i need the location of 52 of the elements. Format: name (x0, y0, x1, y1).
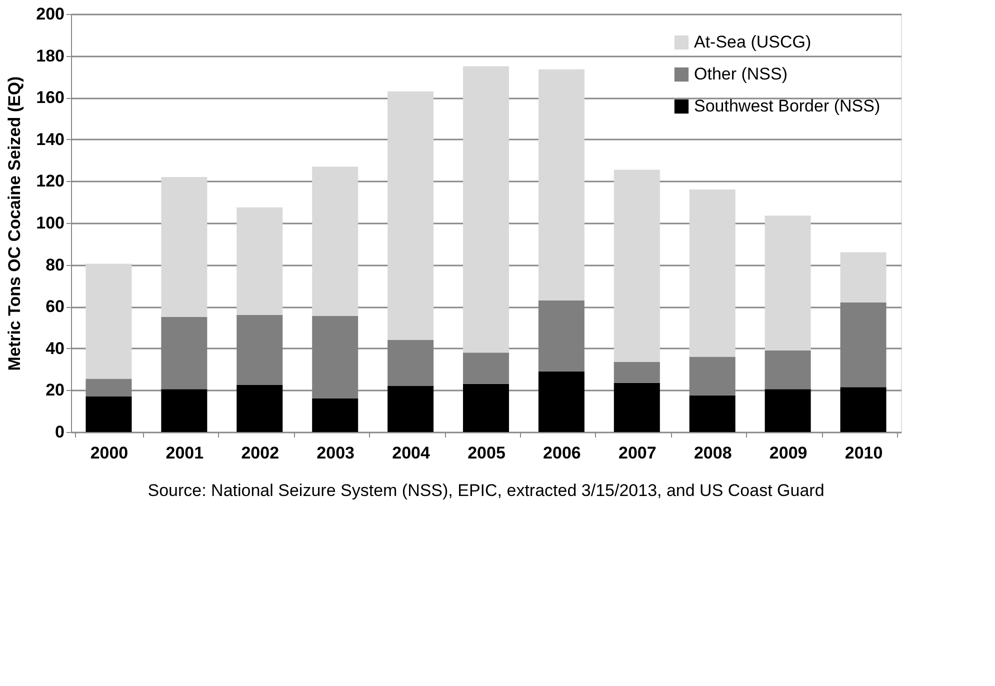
y-tick-label: 120 (36, 172, 64, 191)
x-tick-label: 2005 (468, 444, 506, 462)
bar (614, 382, 660, 432)
source-note: Source: National Seizure System (NSS), EPIC, extracted 3/15/2013, and US Coast Guard (148, 481, 824, 500)
y-tick-label: 40 (46, 338, 64, 358)
x-tick-label: 2003 (316, 444, 355, 462)
y-tick-label: 100 (36, 214, 64, 232)
x-tick-label: 2006 (543, 444, 581, 462)
bar (161, 389, 208, 432)
legend-label: Southwest Border (NSS) (694, 96, 880, 116)
bar (689, 395, 736, 432)
bar (764, 350, 811, 390)
x-tick-label: 2001 (166, 444, 204, 462)
x-tick-label: 2004 (392, 444, 430, 462)
bar (764, 216, 811, 350)
bar (840, 252, 886, 302)
y-tick-label: 200 (36, 4, 64, 24)
bar (463, 352, 509, 384)
bar (86, 396, 132, 432)
legend-label: At-Sea (USCG) (694, 32, 812, 52)
x-tick-label: 2007 (618, 444, 656, 462)
y-axis-title: Metric Tons OC Cocaine Seized (EQ) (5, 76, 24, 371)
bar (312, 398, 358, 432)
x-tick-label: 2000 (90, 444, 128, 462)
y-tick-label: 160 (36, 88, 64, 108)
bar (236, 207, 283, 315)
bar (538, 371, 584, 432)
bar (538, 69, 584, 300)
bar (388, 91, 434, 340)
bar (689, 190, 736, 357)
y-tick-label: 140 (36, 130, 64, 149)
x-tick-label: 2009 (769, 444, 808, 462)
bar (388, 386, 434, 432)
y-tick-label: 0 (55, 422, 64, 442)
y-tick-label: 20 (46, 380, 64, 400)
bar (86, 264, 132, 379)
bar (614, 362, 660, 383)
bar (161, 177, 208, 318)
bar (236, 384, 283, 432)
bar (312, 166, 358, 316)
legend-label: Other (NSS) (694, 64, 788, 84)
y-tick-label: 180 (36, 46, 64, 66)
bar (614, 170, 660, 362)
bar (840, 387, 886, 432)
x-tick-label: 2008 (694, 444, 732, 462)
y-tick-label: 60 (46, 297, 64, 316)
bar (463, 66, 509, 353)
bar (463, 384, 509, 432)
x-tick-label: 2010 (844, 444, 883, 462)
bar (764, 389, 811, 432)
x-tick-label: 2002 (241, 444, 280, 462)
y-tick-label: 80 (46, 255, 64, 274)
